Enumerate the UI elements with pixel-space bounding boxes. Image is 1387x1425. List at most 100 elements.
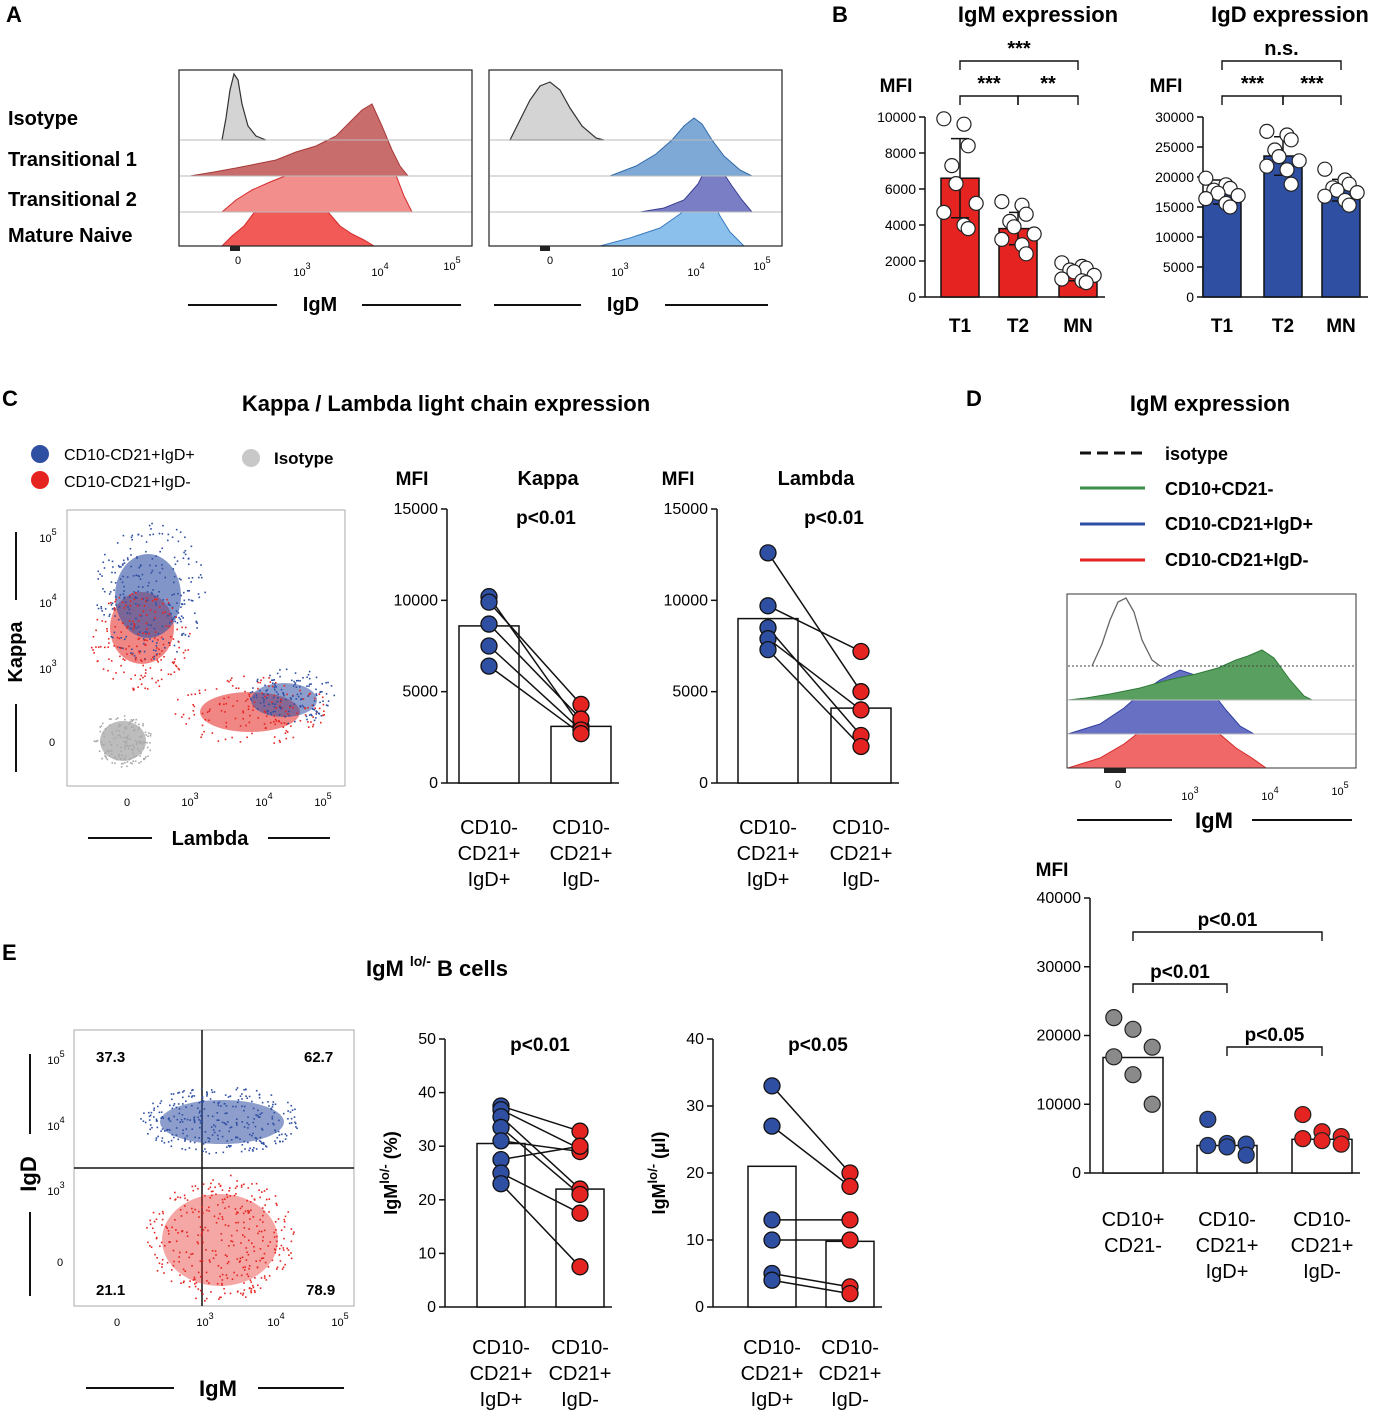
event-dot — [209, 1196, 212, 1199]
event-dot — [180, 578, 182, 581]
event-dot — [167, 1128, 169, 1131]
event-dot — [290, 1228, 293, 1230]
event-dot — [208, 719, 210, 722]
panel-a: A Isotype Transitional 1 Transitional 2 … — [6, 2, 783, 316]
event-dot — [293, 1116, 296, 1118]
event-dot — [221, 1135, 224, 1138]
event-dot — [302, 706, 305, 708]
event-dot — [175, 1127, 178, 1129]
event-dot — [252, 1286, 255, 1289]
event-dot — [96, 740, 99, 742]
event-dot — [116, 758, 118, 761]
event-dot — [234, 1208, 237, 1210]
event-dot — [208, 1259, 211, 1261]
data-point — [948, 176, 964, 192]
tick-exp: 3 — [1194, 785, 1199, 795]
event-dot — [122, 563, 124, 565]
event-dot — [219, 1185, 222, 1188]
event-dot — [105, 752, 107, 754]
event-dot — [221, 1216, 224, 1218]
event-dot — [136, 557, 138, 559]
event-dot — [187, 694, 189, 696]
event-dot — [181, 1114, 184, 1116]
event-dot — [119, 757, 122, 760]
event-dot — [259, 1140, 262, 1143]
hist-d-zero-marker — [1104, 768, 1126, 773]
event-dot — [148, 524, 151, 527]
event-dot — [243, 1105, 246, 1108]
event-dot — [296, 693, 299, 696]
event-dot — [184, 626, 187, 629]
event-dot — [315, 688, 317, 691]
event-dot — [120, 566, 122, 568]
event-dot — [135, 718, 138, 721]
event-dot — [251, 1183, 253, 1185]
event-dot — [322, 700, 324, 702]
event-dot — [287, 1101, 289, 1104]
tick-d-0: 0 — [1115, 779, 1121, 791]
event-dot — [178, 1256, 181, 1258]
event-dot — [175, 1134, 178, 1137]
event-dot — [133, 728, 136, 731]
event-dot — [123, 740, 125, 743]
event-dot — [204, 1300, 206, 1302]
y-tick-label: 10 — [418, 1245, 436, 1262]
event-dot — [135, 597, 138, 599]
pair-point-igd-neg — [841, 1177, 859, 1196]
event-dot — [129, 744, 132, 747]
event-dot — [240, 1292, 242, 1295]
event-dot — [149, 533, 151, 536]
event-dot — [176, 602, 178, 604]
event-dot — [147, 1241, 149, 1244]
category-label: CD10- — [743, 1337, 801, 1359]
event-dot — [307, 673, 310, 676]
y-label-sup: lo/- — [645, 1164, 660, 1184]
event-dot — [163, 1244, 166, 1247]
event-dot — [160, 1130, 162, 1132]
event-dot — [238, 1261, 241, 1263]
event-dot — [256, 1225, 258, 1228]
event-dot — [122, 658, 125, 660]
event-dot — [260, 1230, 263, 1233]
event-dot — [293, 1231, 295, 1233]
event-dot — [146, 639, 148, 642]
event-dot — [140, 752, 142, 755]
event-dot — [321, 691, 323, 693]
event-dot — [148, 1115, 151, 1118]
y-tick-label: 20000 — [1037, 1028, 1082, 1045]
event-dot — [255, 1140, 258, 1142]
event-dot — [111, 571, 113, 574]
event-dot — [312, 708, 314, 710]
event-dot — [188, 1286, 191, 1288]
event-dot — [179, 531, 182, 534]
event-dot — [287, 1249, 290, 1251]
event-dot — [130, 652, 132, 654]
event-dot — [184, 1197, 186, 1200]
pair-line — [488, 623, 582, 720]
event-dot — [273, 679, 276, 681]
event-dot — [243, 675, 245, 678]
event-dot — [161, 1218, 164, 1221]
event-dot — [248, 1265, 251, 1267]
event-dot — [242, 1294, 244, 1296]
tick-kappa-1e3: 103 — [39, 658, 56, 676]
event-dot — [290, 1122, 293, 1124]
event-dot — [130, 565, 132, 568]
event-dot — [311, 714, 313, 717]
event-dot — [197, 1271, 200, 1274]
data-point — [1259, 123, 1275, 139]
event-dot — [104, 728, 107, 730]
event-dot — [187, 557, 190, 560]
event-dot — [219, 1296, 221, 1299]
event-dot — [237, 1221, 240, 1224]
event-dot — [143, 757, 146, 760]
event-dot — [120, 647, 122, 650]
event-dot — [227, 696, 230, 699]
event-dot — [221, 1284, 223, 1286]
event-dot — [289, 1111, 292, 1113]
significance-label: p<0.01 — [1150, 962, 1210, 983]
event-dot — [313, 719, 316, 722]
event-dot — [195, 620, 198, 623]
pair-point-igd-pos — [759, 544, 777, 562]
event-dot — [233, 1194, 236, 1197]
